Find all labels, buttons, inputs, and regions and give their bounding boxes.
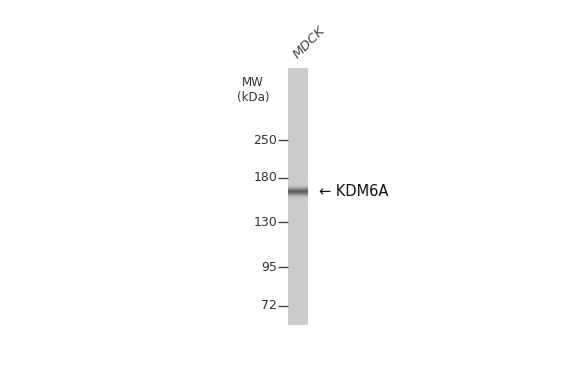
Text: ← KDM6A: ← KDM6A (318, 184, 388, 199)
Text: MDCK: MDCK (290, 24, 328, 61)
Text: 250: 250 (253, 134, 277, 147)
Text: 72: 72 (261, 299, 277, 312)
Text: 95: 95 (261, 261, 277, 274)
Text: 180: 180 (253, 171, 277, 184)
Text: MW
(kDa): MW (kDa) (237, 76, 269, 104)
Text: 130: 130 (253, 216, 277, 229)
